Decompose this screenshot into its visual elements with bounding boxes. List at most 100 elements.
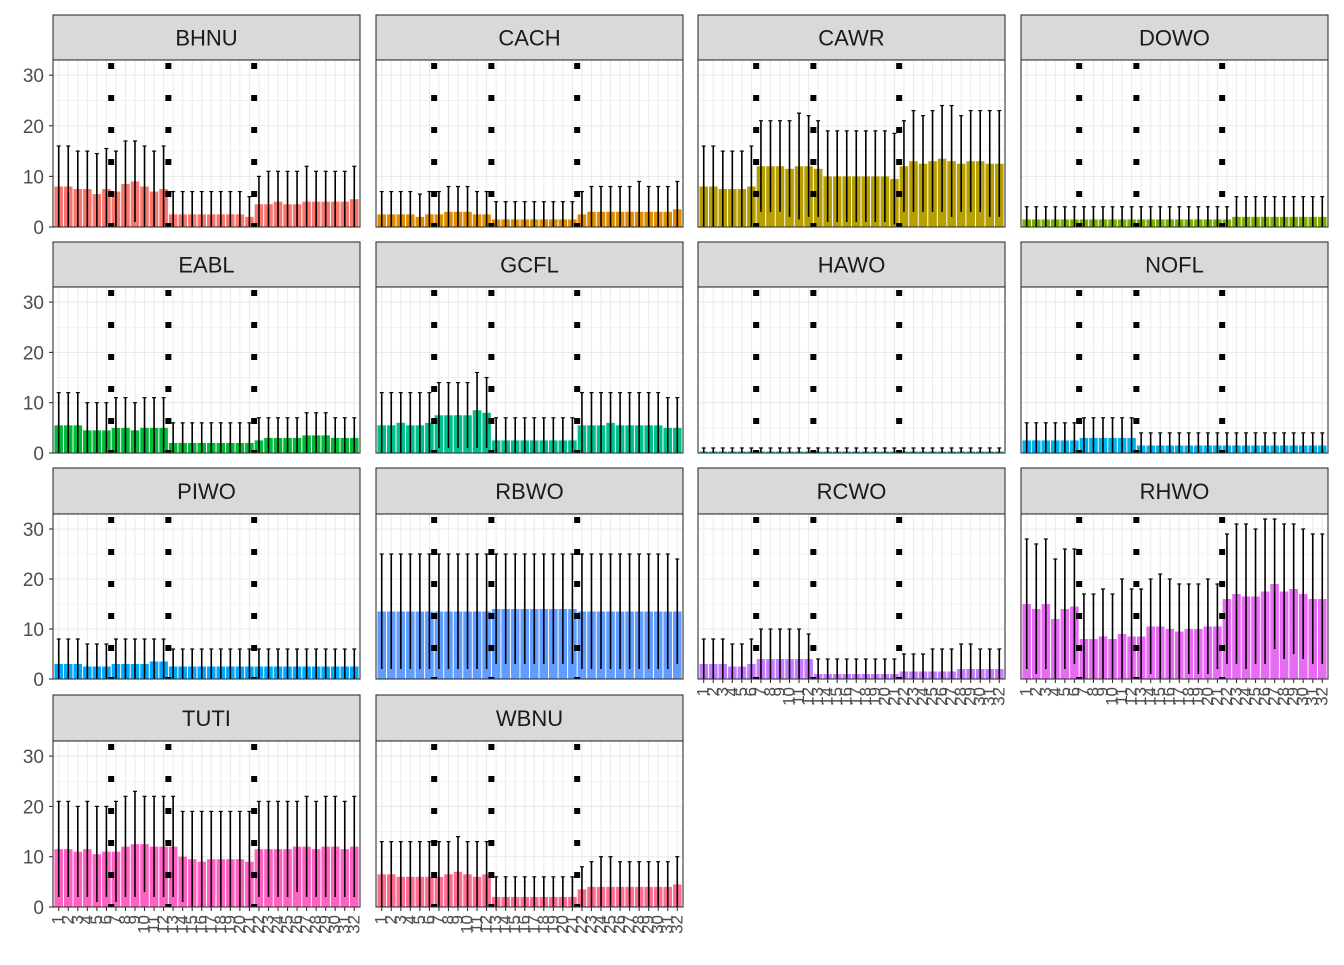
x-tick-label: 28 <box>951 687 970 706</box>
x-tick-label: 1 <box>49 915 68 924</box>
x-tick-label: 22 <box>572 915 591 934</box>
facet-panel-rcwo: RCWO123456789101112131415161718192021222… <box>694 467 1008 706</box>
x-tick-label: 15 <box>505 915 524 934</box>
x-tick-label: 30 <box>648 915 667 934</box>
x-tick-label: 24 <box>591 915 610 934</box>
panel-border <box>375 59 684 228</box>
x-tick-label: 13 <box>808 687 827 706</box>
facet-panel-rhwo: RHWO123456789101112131415161718192021222… <box>1017 467 1331 706</box>
panel-border <box>375 513 684 680</box>
facet-panel-eabl: EABL 0 10 20 30 <box>23 241 361 465</box>
facet-strip <box>1020 14 1329 61</box>
x-tick-label: 30 <box>970 687 989 706</box>
x-tick-label: 10 <box>780 687 799 706</box>
facet-strip-label: RHWO <box>1140 479 1210 504</box>
x-tick-label: 23 <box>258 915 277 934</box>
x-tick-label: 11 <box>467 915 486 933</box>
y-tick-label: 0 <box>33 218 44 239</box>
y-tick-label: 10 <box>23 394 44 415</box>
facet-panel-cawr: CAWR <box>697 14 1006 228</box>
x-tick-label: 2 <box>1026 687 1045 696</box>
facet-strip <box>375 14 684 61</box>
x-tick-label: 7 <box>429 915 448 924</box>
facet-strip-label: WBNU <box>496 706 563 731</box>
panel-background <box>1021 287 1328 453</box>
x-tick-label: 11 <box>144 915 163 933</box>
x-tick-label: 11 <box>1112 687 1131 705</box>
facet-strip-label: RBWO <box>495 479 563 504</box>
x-tick-label: 29 <box>961 687 980 706</box>
y-tick-label: 10 <box>23 848 44 869</box>
x-tick-label: 20 <box>875 687 894 706</box>
x-tick-label: 25 <box>278 915 297 934</box>
x-tick-label: 32 <box>667 915 686 934</box>
panel-background <box>1021 60 1328 227</box>
facet-strip-label: RCWO <box>817 479 887 504</box>
x-tick-label: 3 <box>1036 687 1055 696</box>
x-tick-label: 16 <box>1160 687 1179 706</box>
x-tick-label: 4 <box>400 915 419 924</box>
x-tick-label: 16 <box>192 915 211 934</box>
x-tick-label: 7 <box>1074 687 1093 696</box>
x-tick-label: 31 <box>1303 687 1322 706</box>
x-tick-label: 25 <box>601 915 620 934</box>
y-tick-label: 20 <box>23 343 44 364</box>
panel-border <box>697 59 1006 228</box>
facet-strip-label: PIWO <box>177 479 236 504</box>
x-tick-label: 26 <box>1255 687 1274 706</box>
facet-panel-tuti: TUTI010203012345678910111213141516171819… <box>23 694 363 934</box>
x-tick-label: 25 <box>923 687 942 706</box>
x-tick-label: 32 <box>989 687 1008 706</box>
x-tick-label: 32 <box>344 915 363 934</box>
y-tick-label: 30 <box>23 747 44 768</box>
x-tick-label: 12 <box>1122 687 1141 706</box>
panel-border <box>52 740 361 908</box>
panel-background <box>376 60 683 227</box>
x-tick-label: 13 <box>163 915 182 934</box>
x-tick-label: 29 <box>639 915 658 934</box>
x-tick-label: 23 <box>581 915 600 934</box>
panel-border <box>52 286 361 454</box>
panel-background <box>698 287 1005 453</box>
x-tick-label: 26 <box>287 915 306 934</box>
y-tick-label: 0 <box>33 670 44 691</box>
x-tick-label: 16 <box>837 687 856 706</box>
panel-border <box>52 59 361 228</box>
x-tick-label: 17 <box>524 915 543 934</box>
facet-strip <box>375 694 684 742</box>
x-tick-label: 4 <box>1045 687 1064 696</box>
facet-panel-bhnu: BHNU 0 10 20 30 <box>23 14 361 239</box>
x-tick-label: 15 <box>827 687 846 706</box>
facet-strip <box>1020 467 1329 515</box>
x-tick-label: 2 <box>58 915 77 924</box>
x-tick-label: 14 <box>1141 687 1160 706</box>
y-tick-label: 20 <box>23 570 44 591</box>
x-tick-label: 32 <box>1312 687 1331 706</box>
facet-strip-label: CAWR <box>818 26 884 51</box>
x-tick-label: 17 <box>1169 687 1188 706</box>
x-tick-label: 21 <box>884 687 903 706</box>
facet-strip <box>52 14 361 61</box>
x-tick-label: 22 <box>249 915 268 934</box>
x-tick-label: 2 <box>703 687 722 696</box>
panel-background <box>698 514 1005 679</box>
facet-strip-label: DOWO <box>1139 26 1210 51</box>
y-tick-label: 10 <box>23 620 44 641</box>
x-tick-label: 8 <box>115 915 134 924</box>
x-tick-label: 18 <box>1179 687 1198 706</box>
x-tick-label: 20 <box>1198 687 1217 706</box>
x-tick-label: 23 <box>1226 687 1245 706</box>
x-tick-label: 5 <box>732 687 751 696</box>
x-tick-label: 12 <box>799 687 818 706</box>
x-tick-label: 24 <box>268 915 287 934</box>
facet-strip-label: EABL <box>178 253 234 278</box>
x-tick-label: 6 <box>1064 687 1083 696</box>
x-tick-label: 18 <box>534 915 553 934</box>
x-tick-label: 17 <box>201 915 220 934</box>
x-tick-label: 12 <box>154 915 173 934</box>
x-tick-label: 17 <box>846 687 865 706</box>
x-tick-label: 28 <box>1274 687 1293 706</box>
x-tick-label: 27 <box>1265 687 1284 706</box>
